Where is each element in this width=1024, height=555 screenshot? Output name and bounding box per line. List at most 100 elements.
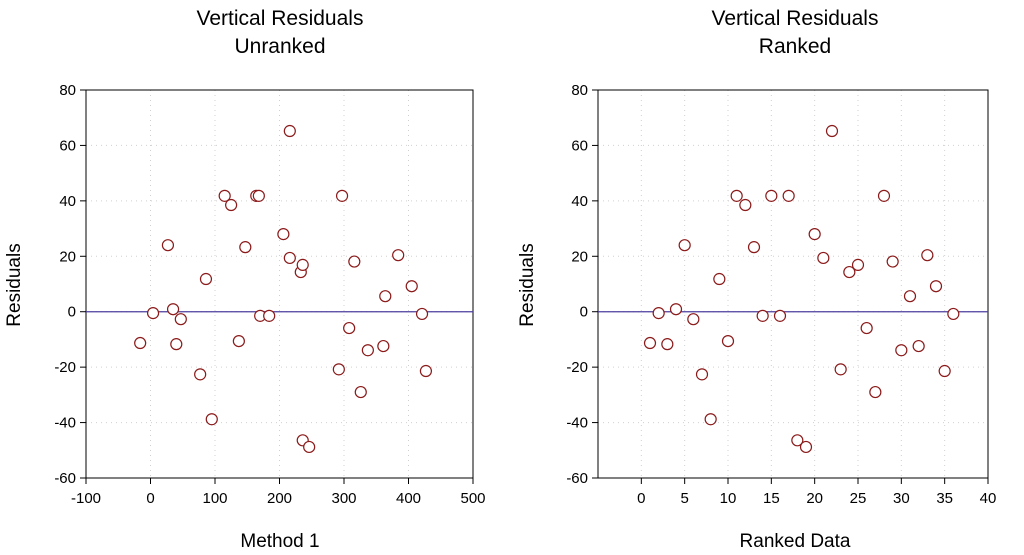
data-point xyxy=(825,124,839,138)
data-point xyxy=(808,228,821,241)
data-point xyxy=(886,255,899,268)
data-point xyxy=(765,189,778,202)
y-tick-label: -20 xyxy=(54,359,76,376)
x-tick-label: 200 xyxy=(267,490,292,507)
x-axis-label: Ranked Data xyxy=(740,531,851,552)
y-tick-label: 40 xyxy=(571,193,588,210)
x-tick-label: 0 xyxy=(637,490,645,507)
data-point xyxy=(283,251,296,265)
data-point xyxy=(678,239,691,252)
data-point xyxy=(912,339,925,353)
x-tick-label: 15 xyxy=(763,490,780,507)
data-point xyxy=(938,364,951,378)
y-tick-label: -40 xyxy=(566,415,588,432)
data-point xyxy=(661,338,674,351)
data-point xyxy=(361,344,374,357)
data-point xyxy=(225,198,238,212)
data-point xyxy=(335,189,349,202)
x-tick-label: 300 xyxy=(331,490,356,507)
plot-ranked: Vertical Residuals Ranked 0 5 10 15 20 25 30 35 40… xyxy=(517,7,996,552)
data-point xyxy=(405,280,418,293)
data-point xyxy=(791,434,804,447)
data-point xyxy=(377,339,390,353)
y-tick-label: -40 xyxy=(54,415,76,432)
plot-frame xyxy=(597,89,989,479)
data-point xyxy=(652,307,665,320)
data-point xyxy=(343,321,356,335)
x-tick-label: -100 xyxy=(71,490,101,507)
data-point xyxy=(851,258,865,271)
data-point xyxy=(834,363,847,376)
data-point xyxy=(277,228,290,241)
data-point xyxy=(843,265,856,279)
chart-title-line-2: Ranked xyxy=(759,35,831,58)
x-tick-label: 10 xyxy=(720,490,737,507)
data-point xyxy=(239,241,252,254)
x-axis-label: Method 1 xyxy=(240,531,319,552)
data-point xyxy=(303,440,316,454)
data-point xyxy=(379,290,392,303)
data-point xyxy=(252,189,265,202)
data-point xyxy=(669,303,683,316)
chart-title-line-1: Vertical Residuals xyxy=(197,7,364,30)
x-tick-label: 20 xyxy=(806,490,823,507)
data-point xyxy=(817,251,830,265)
y-tick-label: 40 xyxy=(59,193,76,210)
data-point xyxy=(283,124,296,138)
x-tick-label: 35 xyxy=(936,490,953,507)
y-tick-label: 60 xyxy=(571,137,588,154)
data-point xyxy=(161,239,175,252)
data-point xyxy=(174,313,187,326)
data-point xyxy=(263,309,276,322)
data-point xyxy=(921,249,934,262)
data-point xyxy=(146,307,160,320)
data-point xyxy=(747,241,761,254)
plot-frame xyxy=(85,89,474,479)
y-axis-label: Residuals xyxy=(517,243,538,326)
data-point xyxy=(354,385,367,399)
data-point xyxy=(392,249,405,262)
data-point xyxy=(296,258,309,271)
data-point xyxy=(713,272,726,286)
data-point xyxy=(166,303,180,316)
chart-title-line-1: Vertical Residuals xyxy=(712,7,879,30)
x-tick-label: 30 xyxy=(893,490,910,507)
y-tick-label: 20 xyxy=(571,248,588,265)
data-point xyxy=(415,307,429,321)
data-point xyxy=(721,334,735,348)
x-tick-label: 100 xyxy=(202,490,227,507)
data-point xyxy=(895,344,908,357)
data-point xyxy=(947,307,960,321)
data-point xyxy=(643,336,657,350)
y-tick-label: 80 xyxy=(571,82,588,99)
y-tick-label: 20 xyxy=(59,248,76,265)
data-point xyxy=(134,336,147,350)
data-point xyxy=(232,334,245,348)
data-point xyxy=(205,413,218,426)
data-point xyxy=(877,189,891,202)
x-tick-label: 400 xyxy=(396,490,421,507)
y-tick-label: 0 xyxy=(580,304,588,321)
data-point xyxy=(687,313,700,326)
data-point xyxy=(332,363,345,376)
x-tick-label: 5 xyxy=(680,490,688,507)
data-point xyxy=(739,198,752,212)
x-tick-label: 500 xyxy=(460,490,485,507)
data-point xyxy=(218,189,231,202)
data-point xyxy=(929,280,943,293)
y-tick-label: -60 xyxy=(566,470,588,487)
data-point xyxy=(799,440,813,454)
data-point xyxy=(170,338,183,351)
x-tick-label: 25 xyxy=(850,490,867,507)
data-point xyxy=(903,290,917,303)
y-tick-label: 0 xyxy=(68,304,76,321)
x-tick-label: 40 xyxy=(980,490,997,507)
data-point xyxy=(348,255,361,268)
x-tick-label: 0 xyxy=(146,490,154,507)
y-axis-label: Residuals xyxy=(4,243,25,326)
data-point xyxy=(773,309,787,322)
data-point xyxy=(730,189,743,202)
data-point xyxy=(704,413,717,426)
